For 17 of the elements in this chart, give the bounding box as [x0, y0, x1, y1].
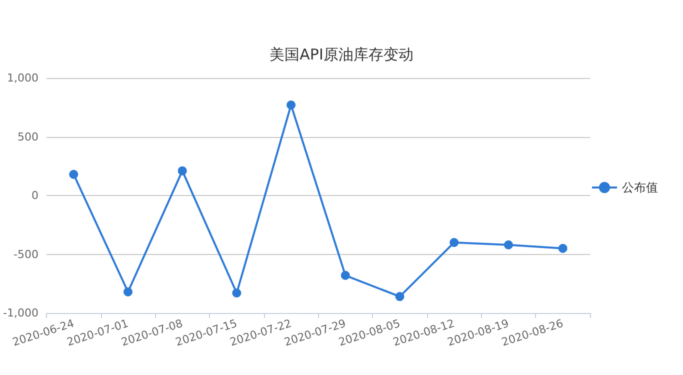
point: [124, 287, 132, 296]
point: [178, 166, 187, 176]
y-tick-label: -500: [13, 248, 38, 261]
point: [286, 100, 296, 110]
y-tick-label: 0: [31, 189, 38, 202]
y-tick-label: 1,000: [6, 72, 38, 84]
chart-title: 美国API原油库存变动: [270, 46, 414, 64]
y-tick-label: 500: [17, 130, 38, 144]
point: [504, 240, 513, 250]
point: [340, 270, 350, 280]
point: [395, 292, 404, 302]
point: [558, 244, 568, 253]
legend-label: 公布值: [622, 180, 658, 194]
point: [69, 170, 78, 179]
y-tick-label: -1,000: [2, 306, 38, 320]
point: [232, 288, 242, 298]
point: [450, 238, 459, 247]
